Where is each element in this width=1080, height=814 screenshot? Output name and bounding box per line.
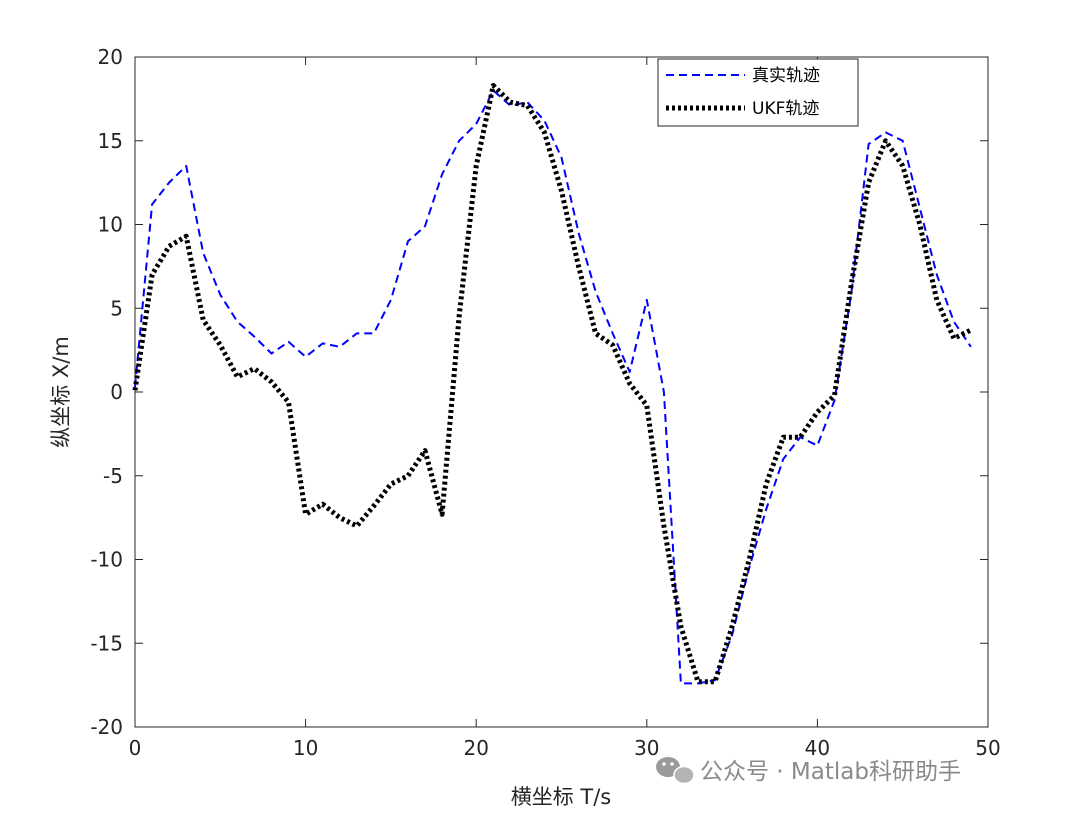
y-tick-label: -5 bbox=[103, 464, 123, 488]
y-tick-label: 0 bbox=[110, 380, 123, 404]
series-group bbox=[132, 83, 973, 685]
y-tick-label: 5 bbox=[110, 296, 123, 320]
y-axis-label: 纵坐标 X/m bbox=[49, 336, 73, 448]
x-tick-label: 40 bbox=[805, 736, 830, 760]
y-tick-label: 10 bbox=[98, 213, 123, 237]
legend-box bbox=[657, 58, 859, 127]
legend: 真实轨迹 UKF轨迹 bbox=[657, 58, 859, 127]
y-tick-label: -20 bbox=[90, 715, 123, 739]
y-tick-label: 15 bbox=[98, 129, 123, 153]
wechat-icon bbox=[656, 757, 695, 785]
x-tick-label: 20 bbox=[463, 736, 488, 760]
x-tick-label: 50 bbox=[975, 736, 1000, 760]
x-tick-label: 0 bbox=[129, 736, 142, 760]
y-tick-label: -10 bbox=[90, 548, 123, 572]
x-tick-label: 10 bbox=[293, 736, 318, 760]
series-line-ukf bbox=[132, 83, 973, 685]
watermark: 公众号 · Matlab科研助手 bbox=[656, 757, 961, 785]
x-axis-label: 横坐标 T/s bbox=[511, 785, 612, 809]
watermark-text: 公众号 · Matlab科研助手 bbox=[700, 759, 961, 785]
legend-label-ukf: UKF轨迹 bbox=[752, 99, 819, 119]
legend-label-true: 真实轨迹 bbox=[752, 66, 820, 86]
tick-group: 0 10 20 30 40 50 -20 -15 -10 -5 0 5 10 15 20 bbox=[90, 45, 1000, 760]
x-tick-label: 30 bbox=[634, 736, 659, 760]
y-tick-label: 20 bbox=[98, 45, 123, 69]
y-tick-label: -15 bbox=[90, 631, 123, 655]
series-line-true bbox=[134, 89, 972, 685]
